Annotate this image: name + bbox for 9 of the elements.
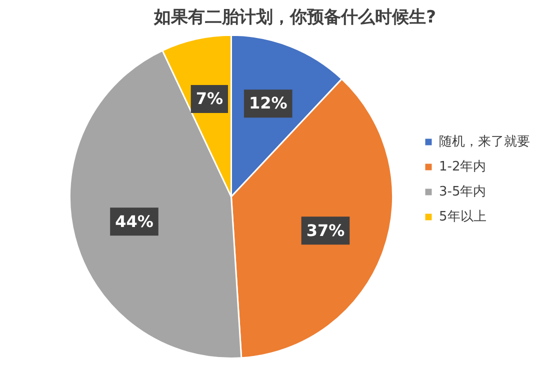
- data-label: 44%: [115, 212, 154, 231]
- legend-label: 3-5年内: [439, 184, 486, 200]
- data-label: 7%: [196, 89, 223, 108]
- legend-label: 5年以上: [439, 209, 486, 224]
- legend-label: 随机，来了就要: [439, 134, 530, 150]
- data-label: 12%: [248, 94, 288, 113]
- chart-title: 如果有二胎计划，你预备什么时候生?: [153, 8, 436, 28]
- legend-label: 1-2年内: [439, 159, 486, 174]
- data-label: 37%: [306, 220, 345, 240]
